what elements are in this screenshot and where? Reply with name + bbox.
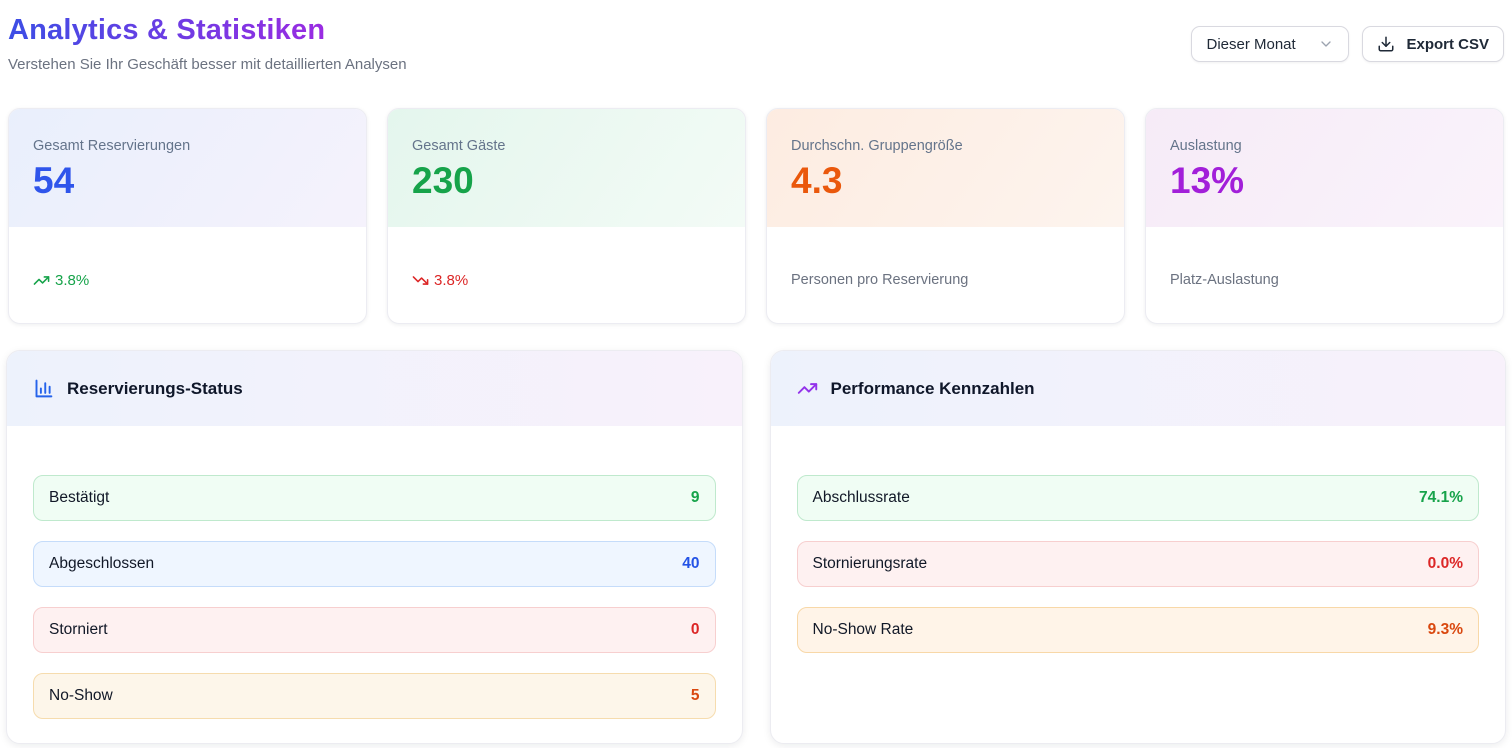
trend-value: 3.8% (434, 272, 468, 289)
stat-card-value: 4.3 (791, 162, 1100, 199)
stat-card-label: Gesamt Reservierungen (33, 138, 342, 154)
panel-title: Reservierungs-Status (67, 379, 243, 399)
stat-cards: Gesamt Reservierungen 54 3.8% Gesamt Gäs… (6, 108, 1506, 324)
trending-down-icon (412, 272, 429, 289)
trending-up-icon (33, 272, 50, 289)
stat-card-label: Durchschn. Gruppengröße (791, 138, 1100, 154)
stat-card-total-reservations: Gesamt Reservierungen 54 3.8% (8, 108, 367, 324)
page-title: Analytics & Statistiken (8, 14, 325, 47)
export-csv-button[interactable]: Export CSV (1362, 26, 1504, 62)
export-csv-label: Export CSV (1406, 36, 1489, 53)
analytics-page: Analytics & Statistiken Verstehen Sie Ih… (0, 0, 1512, 748)
trend-indicator: 3.8% (412, 272, 721, 289)
panels: Reservierungs-Status Bestätigt 9 Abgesch… (6, 350, 1506, 744)
header-text-block: Analytics & Statistiken Verstehen Sie Ih… (8, 14, 407, 73)
download-icon (1377, 35, 1395, 53)
period-select-value: Dieser Monat (1206, 36, 1295, 53)
status-row-confirmed: Bestätigt 9 (33, 475, 716, 521)
row-value: 40 (682, 555, 699, 573)
row-value: 74.1% (1419, 489, 1463, 507)
panel-body: Abschlussrate 74.1% Stornierungsrate 0.0… (771, 426, 1506, 677)
row-label: No-Show Rate (813, 621, 914, 639)
page-subtitle: Verstehen Sie Ihr Geschäft besser mit de… (8, 56, 407, 73)
stat-card-top: Durchschn. Gruppengröße 4.3 (767, 109, 1124, 227)
stat-card-footer: Platz-Auslastung (1170, 272, 1479, 288)
stat-card-top: Gesamt Reservierungen 54 (9, 109, 366, 227)
header-controls: Dieser Monat Export CSV (1191, 26, 1504, 62)
row-label: Abgeschlossen (49, 555, 154, 573)
row-value: 0.0% (1428, 555, 1463, 573)
metric-row-completion-rate: Abschlussrate 74.1% (797, 475, 1480, 521)
row-value: 5 (691, 687, 700, 705)
row-label: No-Show (49, 687, 113, 705)
row-value: 9.3% (1428, 621, 1463, 639)
stat-card-value: 230 (412, 162, 721, 199)
panel-title: Performance Kennzahlen (831, 379, 1035, 399)
stat-card-bottom: 3.8% (9, 227, 366, 289)
stat-card-footer: Personen pro Reservierung (791, 272, 1100, 288)
stat-card-occupancy: Auslastung 13% Platz-Auslastung (1145, 108, 1504, 324)
period-select[interactable]: Dieser Monat (1191, 26, 1349, 62)
stat-card-top: Gesamt Gäste 230 (388, 109, 745, 227)
row-value: 0 (691, 621, 700, 639)
stat-card-total-guests: Gesamt Gäste 230 3.8% (387, 108, 746, 324)
trend-indicator: 3.8% (33, 272, 342, 289)
stat-card-label: Gesamt Gäste (412, 138, 721, 154)
performance-metrics-panel: Performance Kennzahlen Abschlussrate 74.… (770, 350, 1507, 744)
metric-row-no-show-rate: No-Show Rate 9.3% (797, 607, 1480, 653)
chevron-down-icon (1318, 36, 1334, 52)
page-header: Analytics & Statistiken Verstehen Sie Ih… (6, 14, 1506, 73)
stat-card-label: Auslastung (1170, 138, 1479, 154)
panel-body: Bestätigt 9 Abgeschlossen 40 Storniert 0… (7, 426, 742, 743)
trending-up-icon (797, 378, 818, 399)
trend-value: 3.8% (55, 272, 89, 289)
stat-card-top: Auslastung 13% (1146, 109, 1503, 227)
stat-card-value: 13% (1170, 162, 1479, 199)
status-row-no-show: No-Show 5 (33, 673, 716, 719)
stat-card-value: 54 (33, 162, 342, 199)
stat-card-bottom: 3.8% (388, 227, 745, 289)
bar-chart-icon (33, 378, 54, 399)
row-label: Abschlussrate (813, 489, 910, 507)
row-value: 9 (691, 489, 700, 507)
metric-row-cancellation-rate: Stornierungsrate 0.0% (797, 541, 1480, 587)
row-label: Stornierungsrate (813, 555, 928, 573)
panel-header: Reservierungs-Status (7, 351, 742, 426)
row-label: Bestätigt (49, 489, 109, 507)
panel-header: Performance Kennzahlen (771, 351, 1506, 426)
reservation-status-panel: Reservierungs-Status Bestätigt 9 Abgesch… (6, 350, 743, 744)
stat-card-bottom: Platz-Auslastung (1146, 227, 1503, 288)
stat-card-avg-group-size: Durchschn. Gruppengröße 4.3 Personen pro… (766, 108, 1125, 324)
status-row-completed: Abgeschlossen 40 (33, 541, 716, 587)
stat-card-bottom: Personen pro Reservierung (767, 227, 1124, 288)
row-label: Storniert (49, 621, 108, 639)
status-row-cancelled: Storniert 0 (33, 607, 716, 653)
